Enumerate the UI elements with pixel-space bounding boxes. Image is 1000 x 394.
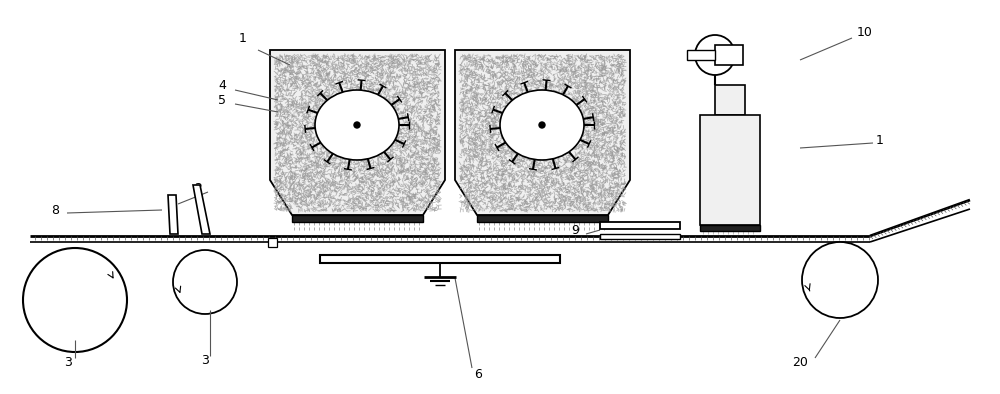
Text: 8: 8 xyxy=(51,203,59,216)
Bar xyxy=(268,238,277,247)
Ellipse shape xyxy=(500,90,584,160)
Text: 10: 10 xyxy=(857,26,873,39)
Bar xyxy=(477,215,608,222)
Ellipse shape xyxy=(315,90,399,160)
Bar xyxy=(292,215,423,222)
Text: 1: 1 xyxy=(239,32,247,45)
Text: 2: 2 xyxy=(194,182,202,195)
Circle shape xyxy=(354,122,360,128)
Bar xyxy=(600,222,680,229)
Bar xyxy=(700,115,760,225)
Bar xyxy=(700,225,760,231)
Bar xyxy=(320,255,560,263)
Bar xyxy=(687,50,715,60)
Bar xyxy=(600,234,680,239)
Bar xyxy=(715,85,745,115)
Polygon shape xyxy=(193,185,210,234)
Text: 9: 9 xyxy=(571,223,579,236)
Text: 3: 3 xyxy=(64,355,72,368)
Polygon shape xyxy=(455,50,630,215)
Circle shape xyxy=(23,248,127,352)
Text: 5: 5 xyxy=(218,93,226,106)
Bar xyxy=(715,45,743,65)
Text: 20: 20 xyxy=(792,355,808,368)
Polygon shape xyxy=(168,195,178,234)
Text: 6: 6 xyxy=(474,368,482,381)
Text: 1: 1 xyxy=(876,134,884,147)
Circle shape xyxy=(173,250,237,314)
Circle shape xyxy=(802,242,878,318)
Polygon shape xyxy=(270,50,445,215)
Circle shape xyxy=(695,35,735,75)
Circle shape xyxy=(539,122,545,128)
Text: 4: 4 xyxy=(218,78,226,91)
Text: 3: 3 xyxy=(201,353,209,366)
